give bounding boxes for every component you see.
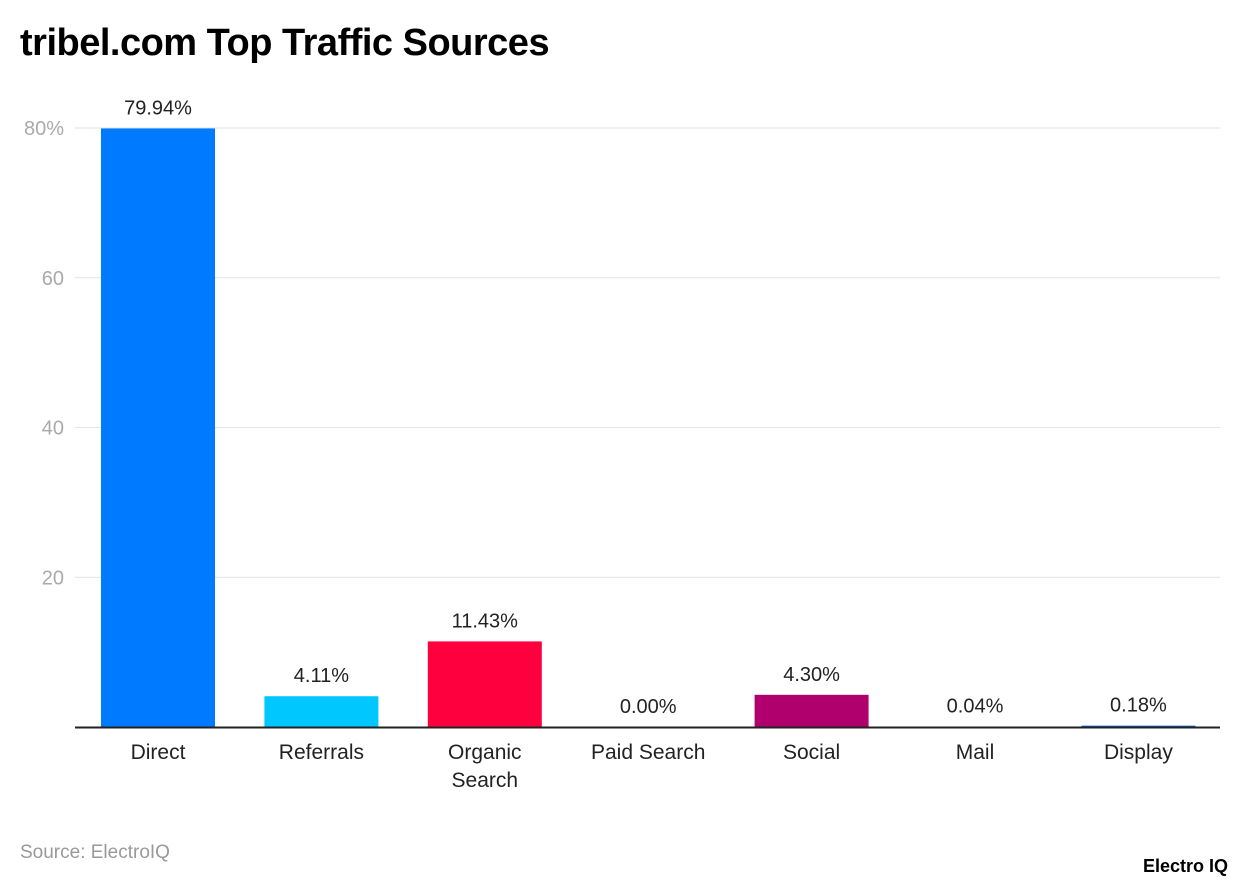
y-tick-label: 80%: [24, 118, 64, 140]
data-label: 11.43%: [452, 610, 519, 632]
data-label: 0.04%: [947, 696, 1004, 718]
y-tick-label: 60: [42, 268, 64, 290]
data-label: 0.18%: [1110, 695, 1167, 717]
x-tick-label: Search: [452, 769, 519, 792]
x-tick-label: Paid Search: [591, 741, 705, 764]
data-label: 4.11%: [294, 665, 349, 687]
bar-organic-search: [427, 641, 542, 727]
chart-title: tribel.com Top Traffic Sources: [20, 22, 550, 64]
data-label: 4.30%: [783, 664, 840, 686]
bar-display: [1081, 725, 1196, 727]
x-tick-label: Social: [783, 741, 840, 764]
y-tick-label: 40: [42, 418, 64, 440]
bar-direct: [101, 128, 215, 728]
x-tick-label: Display: [1104, 741, 1173, 764]
x-tick-label: Organic: [448, 741, 522, 764]
x-tick-label: Direct: [131, 741, 186, 764]
x-tick-label: Mail: [956, 741, 995, 764]
x-tick-label: Referrals: [279, 741, 364, 764]
electroiq-logo: Electro IQ: [1142, 856, 1228, 876]
y-tick-label: 20: [42, 567, 64, 589]
bar-referrals: [264, 696, 379, 727]
bar-social: [754, 694, 869, 727]
data-label: 79.94%: [124, 97, 192, 119]
source-note: Source: ElectroIQ: [20, 842, 170, 863]
data-label: 0.00%: [620, 696, 677, 718]
